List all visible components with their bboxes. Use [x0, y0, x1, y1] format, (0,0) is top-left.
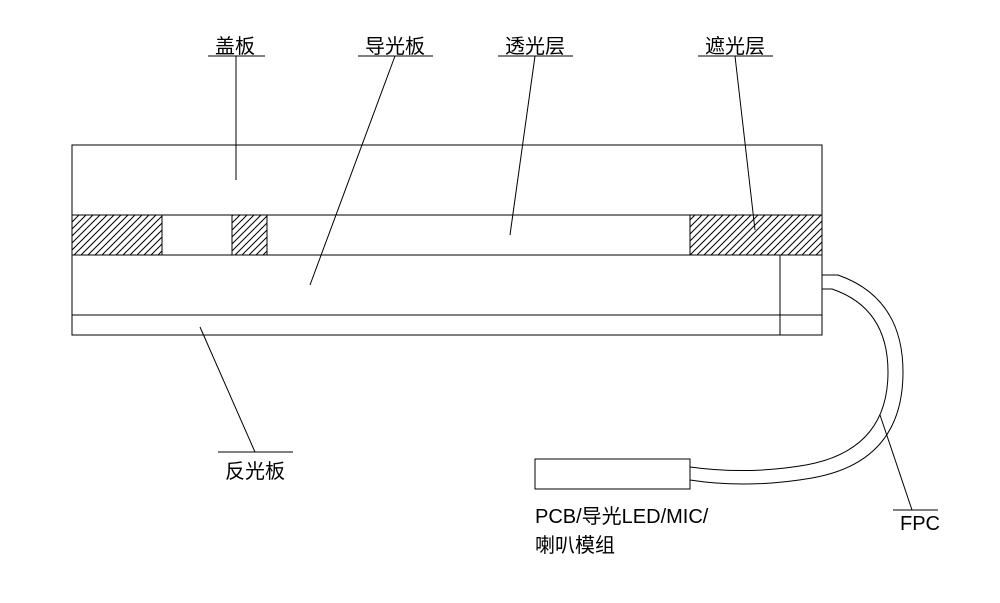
label-light-guide-plate: 导光板: [365, 30, 425, 59]
diagram-canvas: [0, 0, 1000, 603]
label-fpc: FPC: [900, 513, 940, 536]
fpc-cable-outer: [690, 275, 903, 484]
label-transparent-layer: 透光层: [505, 30, 565, 59]
leader-reflector: [200, 327, 255, 452]
cover-plate-rect: [72, 145, 822, 215]
leader-fpc: [880, 415, 912, 510]
reflector-rect: [72, 315, 822, 335]
label-cover-plate: 盖板: [215, 30, 255, 59]
light-guide-rect: [72, 255, 822, 315]
label-reflector: 反光板: [225, 455, 285, 484]
label-pcb-module: PCB/导光LED/MIC/ 喇叭模组: [535, 500, 708, 558]
label-shading-layer: 遮光层: [705, 30, 765, 59]
shading-block-2: [232, 215, 267, 255]
fpc-cable-inner: [690, 289, 888, 471]
shading-block-1: [72, 215, 162, 255]
shading-block-3: [690, 215, 822, 255]
leader-shading: [735, 56, 755, 230]
leader-light-guide: [310, 56, 395, 285]
pcb-module-box: [535, 459, 690, 489]
